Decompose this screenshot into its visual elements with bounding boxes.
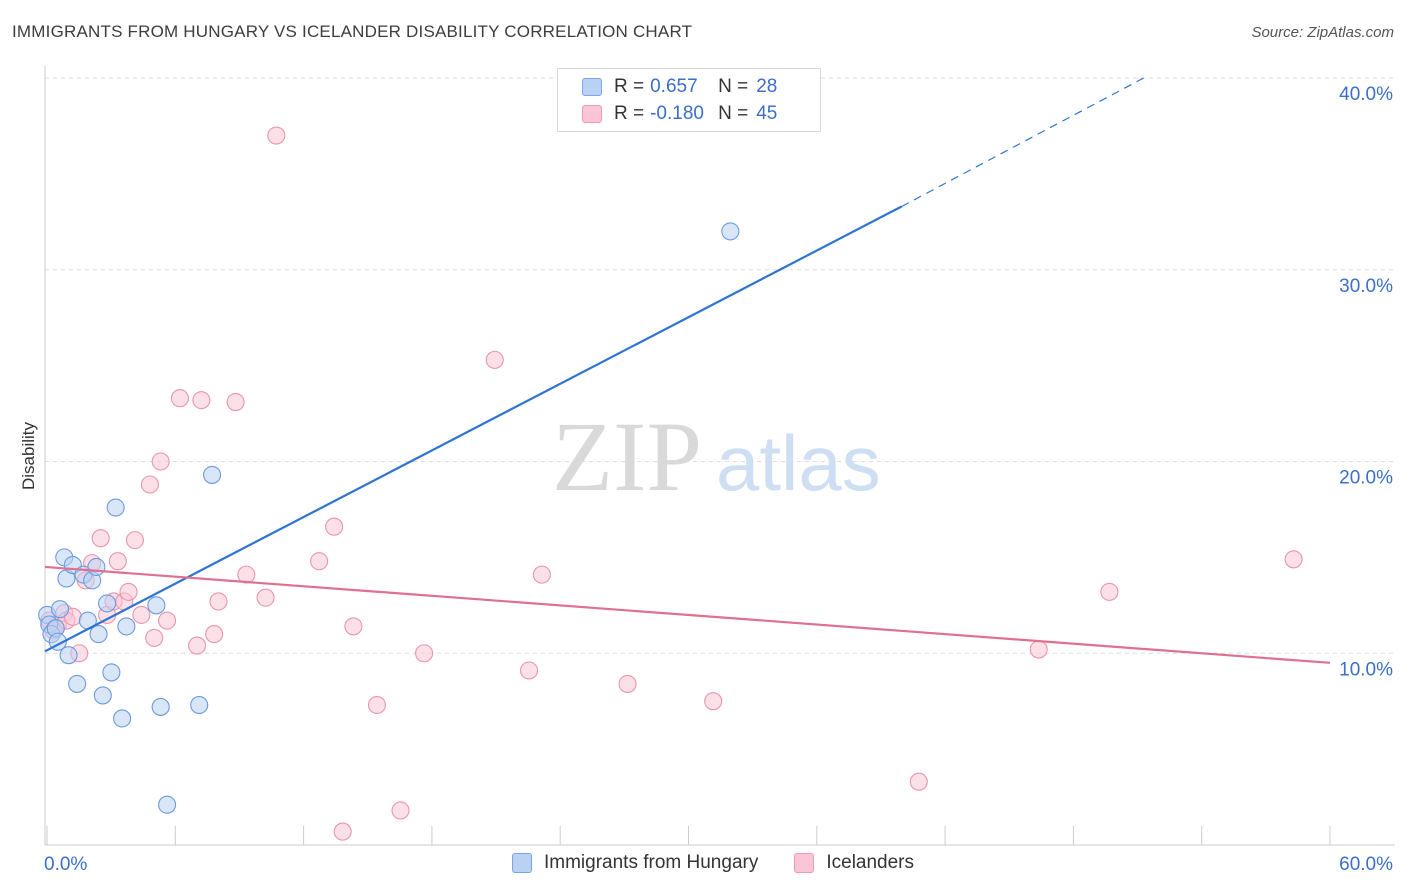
x-tick-label: 0.0% xyxy=(44,854,87,875)
hungary-point xyxy=(190,695,209,715)
series-label-hungary: Immigrants from Hungary xyxy=(544,852,759,873)
legend-swatch-hungary xyxy=(582,78,602,96)
legend-r-value: 0.657 xyxy=(650,76,698,97)
legend-row-hungary: R = 0.657 N = 28 xyxy=(582,75,777,99)
icelanders-point xyxy=(310,552,329,571)
hungary-point xyxy=(102,663,121,682)
icelanders-point xyxy=(192,391,211,410)
icelanders-point xyxy=(125,531,144,550)
icelanders-point xyxy=(140,475,159,494)
y-tick-label: 10.0% xyxy=(1339,659,1393,680)
icelanders-point xyxy=(226,393,245,412)
hungary-point xyxy=(106,498,125,517)
y-axis-label: Disability xyxy=(19,421,38,490)
legend-row-icelanders: R = -0.180 N = 45 xyxy=(582,102,777,126)
hungary-points xyxy=(38,222,740,814)
icelanders-point xyxy=(344,617,363,636)
hungary-point xyxy=(117,617,136,636)
icelanders-point xyxy=(237,565,256,584)
hungary-trend-extension xyxy=(901,77,1144,208)
x-tick-labels: 0.0% 60.0% xyxy=(44,854,1393,875)
icelanders-point xyxy=(367,695,387,715)
icelanders-point xyxy=(415,644,434,663)
icelanders-point xyxy=(145,628,164,647)
icelanders-point xyxy=(1029,640,1048,659)
chart-title: IMMIGRANTS FROM HUNGARY VS ICELANDER DIS… xyxy=(12,22,693,41)
hungary-point xyxy=(113,709,132,728)
legend-r-label: R = xyxy=(614,76,645,97)
series-label-icelanders: Icelanders xyxy=(826,852,915,873)
hungary-point xyxy=(147,596,166,615)
legend-swatch-icelanders xyxy=(582,105,602,123)
icelanders-point xyxy=(519,661,539,680)
icelanders-point xyxy=(151,452,170,471)
hungary-point xyxy=(50,600,70,619)
hungary-point xyxy=(89,625,108,644)
y-tick-label: 40.0% xyxy=(1339,84,1393,105)
icelanders-point xyxy=(158,611,177,630)
legend-n-label: N = xyxy=(718,103,749,124)
hungary-point xyxy=(59,646,78,665)
series-swatch-hungary xyxy=(512,853,532,873)
icelanders-point xyxy=(256,588,275,607)
series-legend: Immigrants from Hungary Icelanders xyxy=(512,852,950,874)
correlation-legend: R = 0.657 N = 28 R = -0.180 N = 45 xyxy=(557,68,821,132)
icelanders-point xyxy=(1284,550,1303,569)
icelanders-point xyxy=(119,582,138,601)
y-tick-labels: 10.0% 20.0% 30.0% 40.0% xyxy=(1339,84,1393,680)
icelanders-point xyxy=(1100,582,1119,601)
icelanders-point xyxy=(909,772,928,791)
watermark-zip: ZIP xyxy=(552,401,702,512)
icelanders-point xyxy=(618,674,637,693)
series-legend-hungary[interactable]: Immigrants from Hungary xyxy=(512,852,758,874)
legend-r-label: R = xyxy=(614,103,645,124)
hungary-point xyxy=(98,594,117,613)
icelanders-trend-line xyxy=(44,565,1331,664)
hungary-point xyxy=(93,686,112,705)
hungary-point xyxy=(87,557,106,577)
legend-r-value: -0.180 xyxy=(650,103,704,124)
icelanders-point xyxy=(325,517,344,536)
icelanders-point xyxy=(485,350,504,369)
axes xyxy=(44,66,1395,846)
hungary-point xyxy=(158,795,177,814)
trend-lines xyxy=(44,77,1331,664)
legend-n-label: N = xyxy=(718,76,749,97)
watermark-atlas: atlas xyxy=(716,419,881,507)
icelanders-point xyxy=(170,389,189,408)
hungary-point xyxy=(151,697,170,716)
watermark: ZIP atlas xyxy=(552,401,881,512)
icelanders-point xyxy=(209,592,228,611)
hungary-point xyxy=(203,465,222,484)
icelanders-point xyxy=(532,565,551,584)
hungary-point xyxy=(721,222,740,241)
source-label: Source: ZipAtlas.com xyxy=(1251,24,1394,41)
hungary-point xyxy=(68,674,87,693)
icelanders-point xyxy=(333,822,352,841)
icelanders-point xyxy=(391,801,410,820)
icelanders-point xyxy=(91,529,110,548)
icelanders-point xyxy=(205,625,224,644)
series-legend-icelanders[interactable]: Icelanders xyxy=(794,852,914,874)
y-tick-label: 30.0% xyxy=(1339,276,1393,297)
icelanders-point xyxy=(132,605,151,624)
x-tick-label: 60.0% xyxy=(1339,854,1393,875)
icelanders-point xyxy=(267,126,286,145)
icelanders-point xyxy=(188,636,207,655)
legend-n-value: 45 xyxy=(756,103,778,124)
icelanders-point xyxy=(704,692,723,711)
legend-n-value: 28 xyxy=(756,76,778,97)
y-tick-label: 20.0% xyxy=(1339,468,1393,489)
series-swatch-icelanders xyxy=(794,853,815,873)
icelanders-point xyxy=(108,552,127,571)
